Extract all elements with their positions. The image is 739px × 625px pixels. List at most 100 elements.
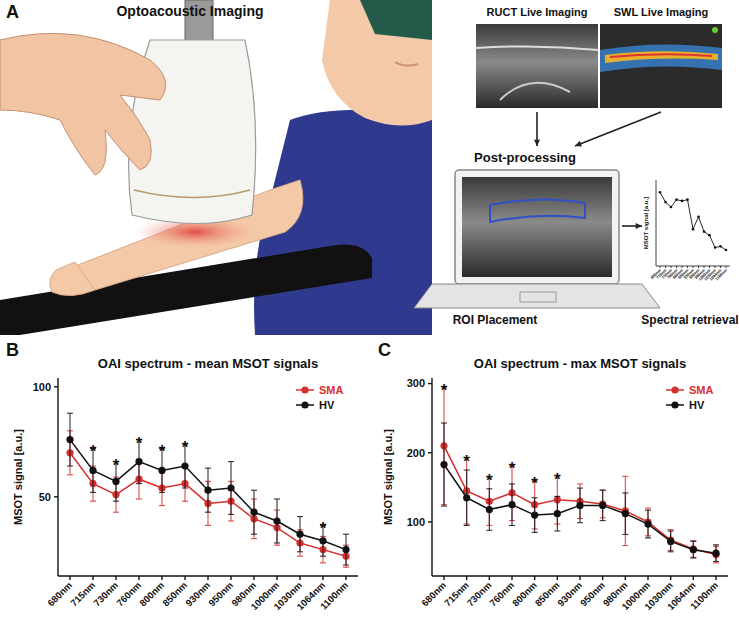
spectral-label: Spectral retrieval bbox=[641, 313, 738, 327]
swl-band bbox=[600, 44, 722, 72]
error-bar-cap bbox=[577, 522, 583, 523]
data-point bbox=[227, 484, 234, 491]
child-hand bbox=[50, 262, 95, 296]
x-tick bbox=[682, 266, 683, 268]
legend-label: SMA bbox=[689, 384, 714, 396]
legend-marker bbox=[301, 386, 308, 393]
significance-marker: * bbox=[182, 438, 189, 457]
error-bar bbox=[464, 470, 470, 525]
error-bar bbox=[274, 499, 280, 543]
x-tick-label: 715nm bbox=[68, 579, 97, 608]
error-bar-cap bbox=[713, 544, 719, 545]
y-tick-label: 50 bbox=[39, 491, 51, 503]
error-bar bbox=[205, 468, 211, 512]
error-bar-cap bbox=[622, 534, 628, 535]
x-tick bbox=[625, 576, 626, 580]
panel-a-title: Optoacoustic Imaging bbox=[116, 3, 263, 19]
error-bar-cap bbox=[67, 413, 73, 414]
x-tick bbox=[715, 266, 716, 268]
error-bar bbox=[441, 423, 447, 506]
x-tick bbox=[687, 266, 688, 268]
x-tick-label: 680nm bbox=[45, 579, 74, 608]
data-point bbox=[681, 200, 684, 203]
x-tick-label: 850nm bbox=[160, 579, 189, 608]
x-tick bbox=[322, 576, 323, 580]
error-bar-cap bbox=[274, 498, 280, 499]
legend: SMAHV bbox=[296, 384, 344, 411]
x-tick bbox=[660, 266, 661, 268]
data-point bbox=[712, 550, 719, 557]
data-point bbox=[659, 191, 662, 194]
significance-marker: * bbox=[441, 381, 448, 400]
legend-label: SMA bbox=[319, 384, 344, 396]
laptop-base bbox=[414, 284, 660, 308]
x-tick bbox=[69, 576, 70, 580]
x-tick bbox=[466, 576, 467, 580]
x-tick bbox=[665, 266, 666, 268]
y-tick bbox=[54, 496, 58, 497]
series-line bbox=[444, 446, 716, 555]
x-tick bbox=[299, 576, 300, 580]
plot-area bbox=[440, 387, 719, 563]
x-tick-label: 800nm bbox=[137, 579, 166, 608]
panel-label: B bbox=[6, 340, 19, 360]
error-bar-cap bbox=[509, 483, 515, 484]
post-processing: Post-processing bbox=[474, 150, 576, 165]
series-line bbox=[70, 453, 346, 556]
data-point bbox=[531, 511, 538, 518]
error-bar-cap bbox=[205, 468, 211, 469]
x-tick bbox=[207, 576, 208, 580]
error-bar bbox=[486, 489, 492, 531]
chart: 50100680nm715nm730nm760nm800nm850nm930nm… bbox=[12, 356, 358, 612]
data-point bbox=[599, 502, 606, 509]
error-bar bbox=[600, 490, 606, 520]
error-bar-cap bbox=[532, 497, 538, 498]
error-bar-cap bbox=[320, 562, 326, 563]
x-tick bbox=[671, 266, 672, 268]
x-tick-label: 1100nm bbox=[318, 579, 350, 611]
x-tick bbox=[345, 576, 346, 580]
error-bar-cap bbox=[509, 525, 515, 526]
error-bar bbox=[645, 510, 651, 538]
error-bar-cap bbox=[90, 501, 96, 502]
chart-title: OAI spectrum - mean MSOT signals bbox=[98, 356, 318, 371]
data-point bbox=[508, 501, 515, 508]
y-tick-label: 200 bbox=[407, 447, 425, 459]
x-tick bbox=[557, 576, 558, 580]
y-axis-label: MSOT signal [a.u.] bbox=[382, 429, 394, 525]
arrow-head bbox=[575, 141, 582, 147]
data-point bbox=[703, 230, 706, 233]
error-bar-cap bbox=[67, 474, 73, 475]
error-bar-cap bbox=[297, 556, 303, 557]
error-bar-cap bbox=[228, 461, 234, 462]
y-tick-label: 100 bbox=[33, 381, 51, 393]
data-point bbox=[667, 538, 674, 545]
significance-marker: * bbox=[90, 442, 97, 461]
error-bar-cap bbox=[159, 505, 165, 506]
data-point bbox=[686, 198, 689, 201]
error-bar-cap bbox=[136, 498, 142, 499]
significance-marker: * bbox=[554, 470, 561, 489]
data-point bbox=[576, 502, 583, 509]
y-axis bbox=[57, 378, 58, 576]
error-bar-cap bbox=[690, 557, 696, 558]
error-bar-cap bbox=[441, 506, 447, 507]
error-bar-cap bbox=[251, 490, 257, 491]
touchpad bbox=[520, 292, 556, 302]
error-bar-cap bbox=[228, 520, 234, 521]
data-point bbox=[440, 461, 447, 468]
error-bar-cap bbox=[532, 532, 538, 533]
error-bar-cap bbox=[205, 525, 211, 526]
chart: 100200300680nm715nm730nm760nm800nm850nm9… bbox=[382, 356, 728, 612]
y-tick bbox=[428, 452, 432, 453]
data-point bbox=[664, 201, 667, 204]
x-tick bbox=[253, 576, 254, 580]
error-bar-cap bbox=[690, 540, 696, 541]
error-bar bbox=[532, 498, 538, 533]
x-tick bbox=[704, 266, 705, 268]
y-axis bbox=[656, 180, 657, 266]
data-point bbox=[89, 467, 96, 474]
arrow-head bbox=[636, 223, 642, 229]
error-bar-cap bbox=[464, 525, 470, 526]
ruct-label: RUCT Live Imaging bbox=[487, 6, 588, 18]
